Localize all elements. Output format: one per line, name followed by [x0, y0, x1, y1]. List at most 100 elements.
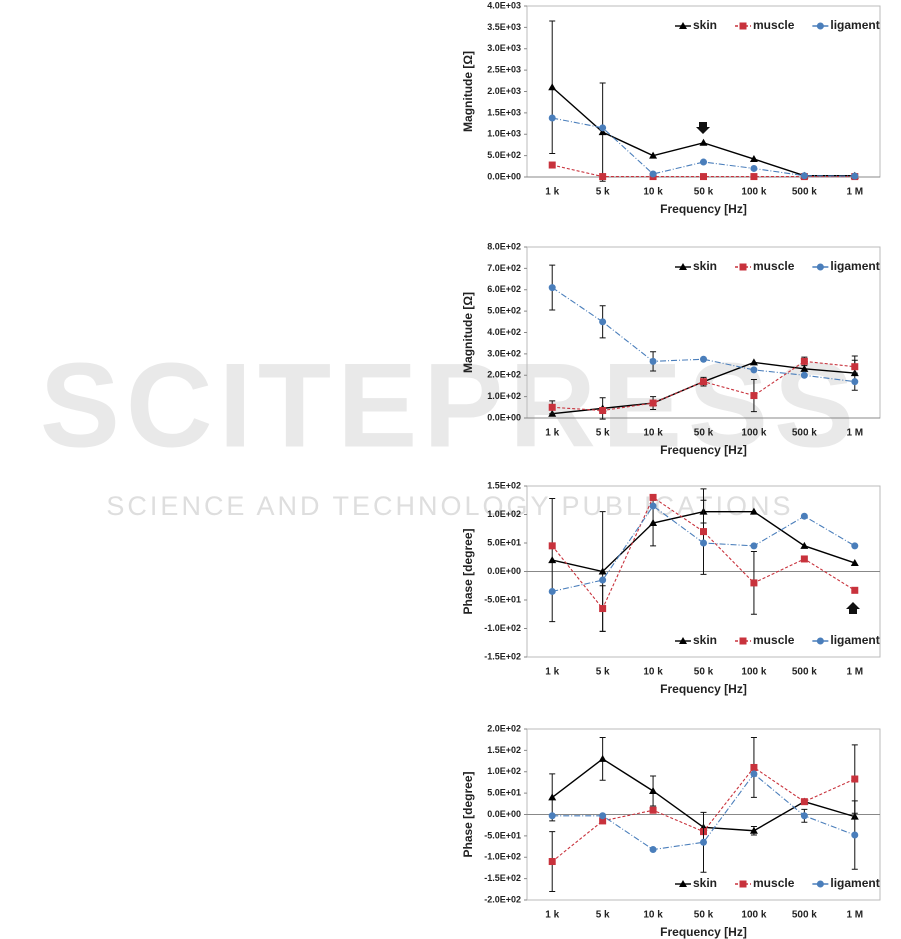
marker	[548, 812, 556, 820]
marker	[700, 355, 707, 363]
y-tick-label: 5.0E+02	[487, 150, 521, 160]
legend-label: ligament	[830, 876, 879, 890]
y-tick-label: 1.5E+02	[487, 480, 521, 490]
marker	[749, 358, 758, 366]
y-tick-label: 2.0E+03	[487, 86, 521, 96]
marker	[750, 579, 758, 587]
marker	[679, 263, 687, 270]
x-tick-label: 500 k	[792, 910, 817, 921]
marker	[599, 576, 607, 584]
y-tick-label: 6.0E+02	[487, 284, 521, 294]
x-axis-label: Frequency [Hz]	[660, 682, 747, 696]
marker	[649, 846, 657, 854]
marker	[800, 798, 808, 806]
y-axis-label: Magnitude [Ω]	[461, 51, 475, 132]
legend-label: ligament	[830, 633, 879, 647]
y-tick-label: 3.5E+03	[487, 22, 521, 32]
marker	[649, 399, 657, 407]
watermark-subtitle: SCIENCE AND TECHNOLOGY PUBLICATIONS	[106, 491, 793, 521]
y-tick-label: -1.5E+02	[484, 651, 521, 661]
marker	[679, 637, 687, 644]
x-tick-label: 50 k	[694, 667, 714, 678]
x-tick-label: 1 M	[846, 667, 863, 678]
marker	[599, 812, 607, 820]
y-tick-label: 5.0E+01	[487, 537, 521, 547]
arrow	[696, 122, 710, 134]
marker	[800, 364, 809, 372]
y-tick-label: 0.0E+00	[487, 412, 521, 422]
x-tick-label: 100 k	[741, 428, 766, 439]
arrow	[846, 602, 860, 614]
legend-label: muscle	[753, 633, 795, 647]
x-tick-label: 10 k	[643, 428, 663, 439]
y-tick-label: 3.0E+02	[487, 348, 521, 358]
marker	[739, 880, 747, 888]
marker	[800, 512, 808, 520]
marker	[548, 793, 557, 801]
marker	[749, 507, 758, 515]
marker	[598, 567, 607, 575]
marker	[649, 170, 657, 178]
y-tick-label: 5.0E+01	[487, 788, 521, 798]
marker	[851, 775, 859, 783]
marker	[816, 880, 824, 888]
x-tick-label: 1 M	[846, 428, 863, 439]
y-tick-label: 4.0E+02	[487, 327, 521, 337]
legend-label: ligament	[830, 259, 879, 273]
x-tick-label: 100 k	[741, 187, 766, 198]
x-tick-label: 500 k	[792, 667, 817, 678]
marker	[598, 754, 607, 762]
y-tick-label: 5.0E+02	[487, 306, 521, 316]
marker	[548, 403, 556, 411]
x-tick-label: 1 k	[545, 428, 559, 439]
y-tick-label: 0.0E+00	[487, 171, 521, 181]
watermark-title: SCITEPRESS	[40, 339, 860, 473]
marker	[800, 555, 808, 563]
marker	[800, 541, 809, 549]
marker	[649, 786, 658, 794]
marker	[700, 539, 707, 547]
x-axis-label: Frequency [Hz]	[660, 202, 747, 216]
y-tick-label: 1.5E+02	[487, 745, 521, 755]
marker	[749, 826, 758, 834]
legend-label: skin	[693, 633, 717, 647]
marker	[548, 161, 556, 169]
marker	[700, 158, 707, 166]
y-tick-label: 2.0E+02	[487, 723, 521, 733]
marker	[800, 371, 808, 379]
marker	[649, 357, 657, 365]
x-tick-label: 5 k	[596, 187, 610, 198]
marker	[739, 637, 747, 645]
marker	[749, 155, 758, 163]
x-axis-label: Frequency [Hz]	[660, 443, 747, 457]
x-tick-label: 10 k	[643, 187, 663, 198]
marker	[548, 284, 556, 292]
y-tick-label: 3.0E+03	[487, 43, 521, 53]
marker	[548, 542, 556, 550]
marker	[649, 493, 657, 501]
x-tick-label: 10 k	[643, 910, 663, 921]
legend-label: muscle	[753, 259, 795, 273]
marker	[649, 519, 658, 527]
x-tick-label: 1 M	[846, 910, 863, 921]
marker	[599, 124, 607, 132]
marker	[649, 151, 658, 159]
marker	[851, 363, 859, 371]
y-tick-label: 8.0E+02	[487, 241, 521, 251]
marker	[599, 318, 607, 326]
marker	[599, 817, 607, 825]
marker	[700, 173, 707, 181]
marker	[700, 528, 707, 536]
marker	[800, 172, 808, 180]
y-tick-label: -5.0E+01	[484, 830, 521, 840]
y-tick-label: 1.0E+02	[487, 766, 521, 776]
marker	[816, 263, 824, 271]
marker	[649, 502, 657, 510]
y-tick-label: -1.0E+02	[484, 623, 521, 633]
x-tick-label: 100 k	[741, 667, 766, 678]
marker	[599, 173, 607, 181]
y-tick-label: 7.0E+02	[487, 263, 521, 273]
marker	[750, 164, 758, 172]
marker	[851, 831, 859, 839]
